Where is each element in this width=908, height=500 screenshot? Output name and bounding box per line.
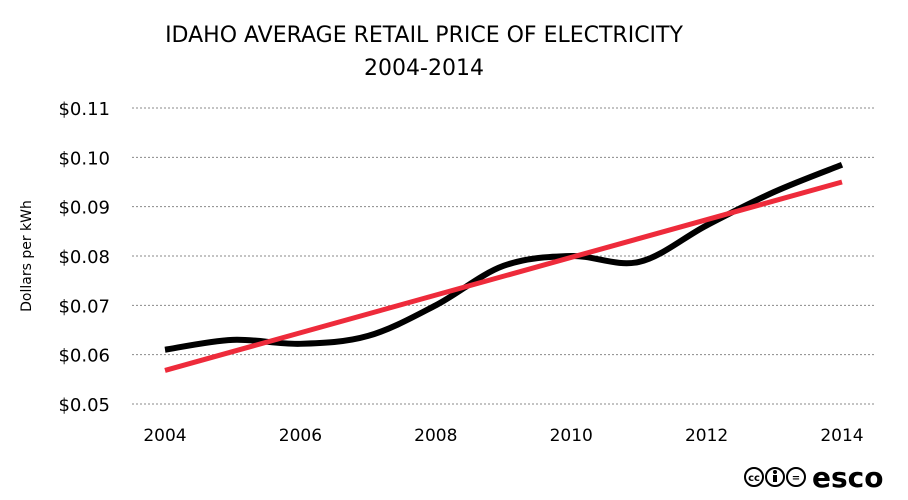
series-lines <box>164 161 844 373</box>
x-tick-label: 2006 <box>279 426 322 446</box>
x-tick-label: 2010 <box>550 426 593 446</box>
y-tick-label: $0.08 <box>58 247 110 268</box>
x-tick-label: 2012 <box>685 426 728 446</box>
y-axis-label: Dollars per kWh <box>19 200 35 312</box>
y-tick-label: $0.06 <box>58 346 110 367</box>
y-tick-labels: $0.05 $0.06 $0.07 $0.08 $0.09 $0.10 $0.11 <box>58 99 110 416</box>
x-tick-labels: 2004 2006 2008 2010 2012 2014 <box>143 426 863 446</box>
nd-icon <box>786 467 806 487</box>
chart-subtitle: 2004-2014 <box>364 56 484 81</box>
x-tick-label: 2014 <box>820 426 863 446</box>
by-icon-body <box>773 475 777 482</box>
cc-icon <box>744 467 764 487</box>
license-badge: cc = <box>744 467 806 487</box>
x-tick-label: 2008 <box>414 426 457 446</box>
trend-line <box>164 179 843 373</box>
y-tick-label: $0.05 <box>58 395 110 416</box>
price-line <box>164 161 844 353</box>
chart-title: IDAHO AVERAGE RETAIL PRICE OF ELECTRICIT… <box>165 23 683 48</box>
y-tick-label: $0.10 <box>58 148 110 169</box>
cc-icon-text: cc <box>748 473 760 484</box>
y-tick-label: $0.09 <box>58 198 110 219</box>
nd-icon-text: = <box>792 473 800 484</box>
y-tick-label: $0.07 <box>58 296 110 317</box>
x-tick-label: 2004 <box>143 426 186 446</box>
brand-logo: esco <box>812 461 884 494</box>
y-tick-label: $0.11 <box>58 99 110 120</box>
grid-lines <box>132 107 876 405</box>
by-icon-head <box>773 470 777 474</box>
